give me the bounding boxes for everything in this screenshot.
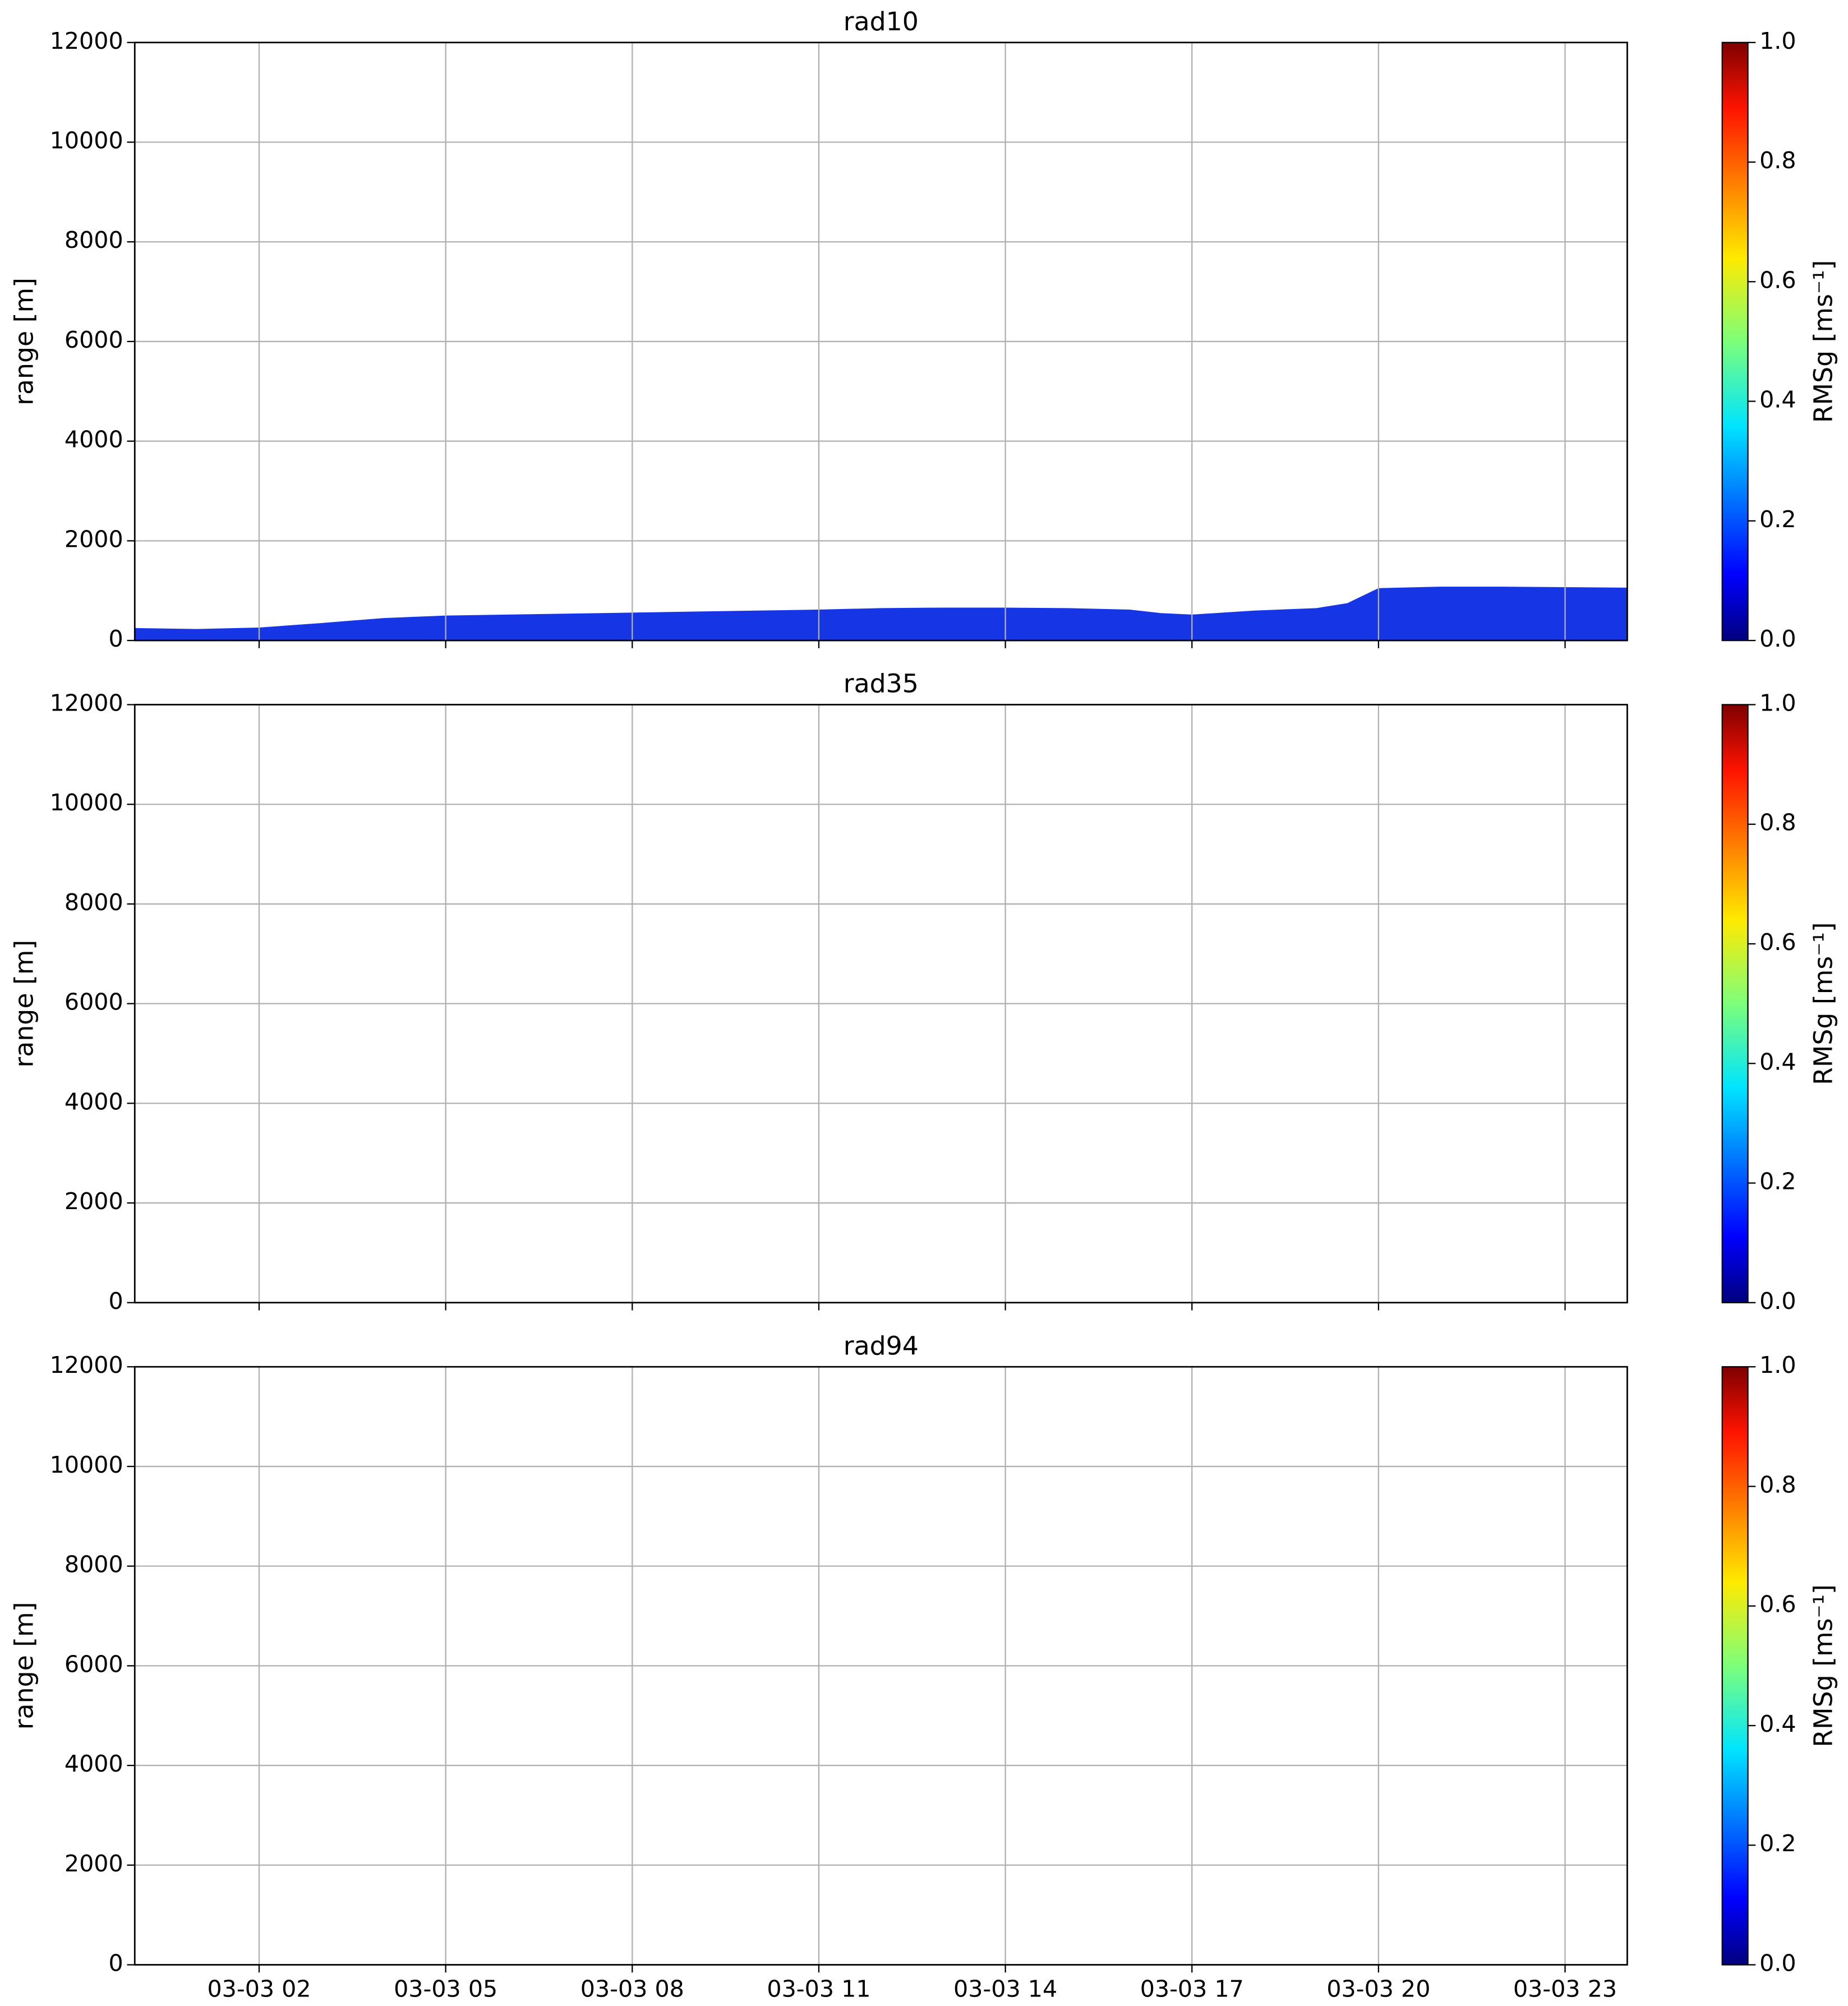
- y-tick-label: 12000: [50, 1352, 123, 1378]
- y-tick-label: 2000: [64, 1188, 123, 1215]
- colorbar-tick-label: 0.2: [1759, 1168, 1796, 1195]
- colorbar-tick-label: 0.2: [1759, 1830, 1796, 1857]
- x-tick-label: 03-03 17: [1140, 1975, 1244, 2002]
- panel-title: rad94: [844, 1331, 919, 1361]
- y-tick-label: 4000: [64, 426, 123, 453]
- x-tick-label: 03-03 11: [767, 1975, 870, 2002]
- axes-frame: [133, 1366, 1628, 1966]
- colorbar-tick-label: 0.4: [1759, 386, 1796, 413]
- y-tick-label: 12000: [50, 27, 123, 54]
- x-tick-label: 03-03 14: [953, 1975, 1057, 2002]
- y-tick-label: 0: [108, 1950, 123, 1977]
- y-tick-label: 2000: [64, 525, 123, 552]
- colorbar-tick-label: 1.0: [1759, 1352, 1796, 1378]
- y-tick-label: 10000: [50, 789, 123, 816]
- colorbar: [1721, 41, 1749, 642]
- y-tick-label: 6000: [64, 1650, 123, 1677]
- y-tick-label: 2000: [64, 1850, 123, 1877]
- colorbar-tick-label: 0.0: [1759, 1288, 1796, 1315]
- colorbar-label: RMSg [ms⁻¹]: [1808, 922, 1838, 1085]
- y-axis-label: range [m]: [9, 278, 39, 405]
- colorbar-tick-label: 0.8: [1759, 147, 1796, 174]
- colorbar-tick-label: 1.0: [1759, 27, 1796, 54]
- colorbar-label: RMSg [ms⁻¹]: [1808, 260, 1838, 423]
- colorbar-label: RMSg [ms⁻¹]: [1808, 1584, 1838, 1747]
- x-tick-label: 03-03 23: [1513, 1975, 1617, 2002]
- colorbar-tick-label: 0.6: [1759, 266, 1796, 293]
- y-tick-label: 10000: [50, 1451, 123, 1478]
- panel-title: rad35: [844, 669, 919, 699]
- y-tick-label: 8000: [64, 1551, 123, 1578]
- colorbar-tick-label: 0.4: [1759, 1710, 1796, 1737]
- y-axis-label: range [m]: [9, 940, 39, 1068]
- y-tick-label: 12000: [50, 689, 123, 716]
- colorbar-tick-label: 0.6: [1759, 929, 1796, 956]
- colorbar-tick-label: 0.2: [1759, 506, 1796, 533]
- y-tick-label: 0: [108, 625, 123, 652]
- y-tick-label: 8000: [64, 227, 123, 253]
- y-tick-label: 4000: [64, 1750, 123, 1777]
- echo-layer: [135, 587, 1628, 641]
- colorbar-tick-label: 0.4: [1759, 1048, 1796, 1075]
- colorbar-tick-label: 0.0: [1759, 1950, 1796, 1977]
- y-tick-label: 0: [108, 1288, 123, 1315]
- axes-frame: [133, 41, 1628, 642]
- axes-frame: [133, 704, 1628, 1304]
- x-tick-label: 03-03 20: [1326, 1975, 1430, 2002]
- panel-title: rad10: [844, 7, 919, 36]
- y-tick-label: 6000: [64, 326, 123, 353]
- y-tick-label: 10000: [50, 127, 123, 154]
- y-tick-label: 6000: [64, 989, 123, 1016]
- x-tick-label: 03-03 05: [394, 1975, 497, 2002]
- y-tick-label: 8000: [64, 889, 123, 916]
- y-axis-label: range [m]: [9, 1602, 39, 1730]
- colorbar-tick-label: 1.0: [1759, 689, 1796, 716]
- colorbar-tick-label: 0.6: [1759, 1591, 1796, 1618]
- colorbar-tick-label: 0.8: [1759, 1471, 1796, 1498]
- colorbar-tick-label: 0.0: [1759, 625, 1796, 652]
- y-tick-label: 4000: [64, 1088, 123, 1115]
- x-tick-label: 03-03 08: [580, 1975, 684, 2002]
- colorbar: [1721, 704, 1749, 1303]
- x-tick-label: 03-03 02: [207, 1975, 311, 2002]
- colorbar: [1721, 1366, 1749, 1966]
- colorbar-tick-label: 0.8: [1759, 809, 1796, 836]
